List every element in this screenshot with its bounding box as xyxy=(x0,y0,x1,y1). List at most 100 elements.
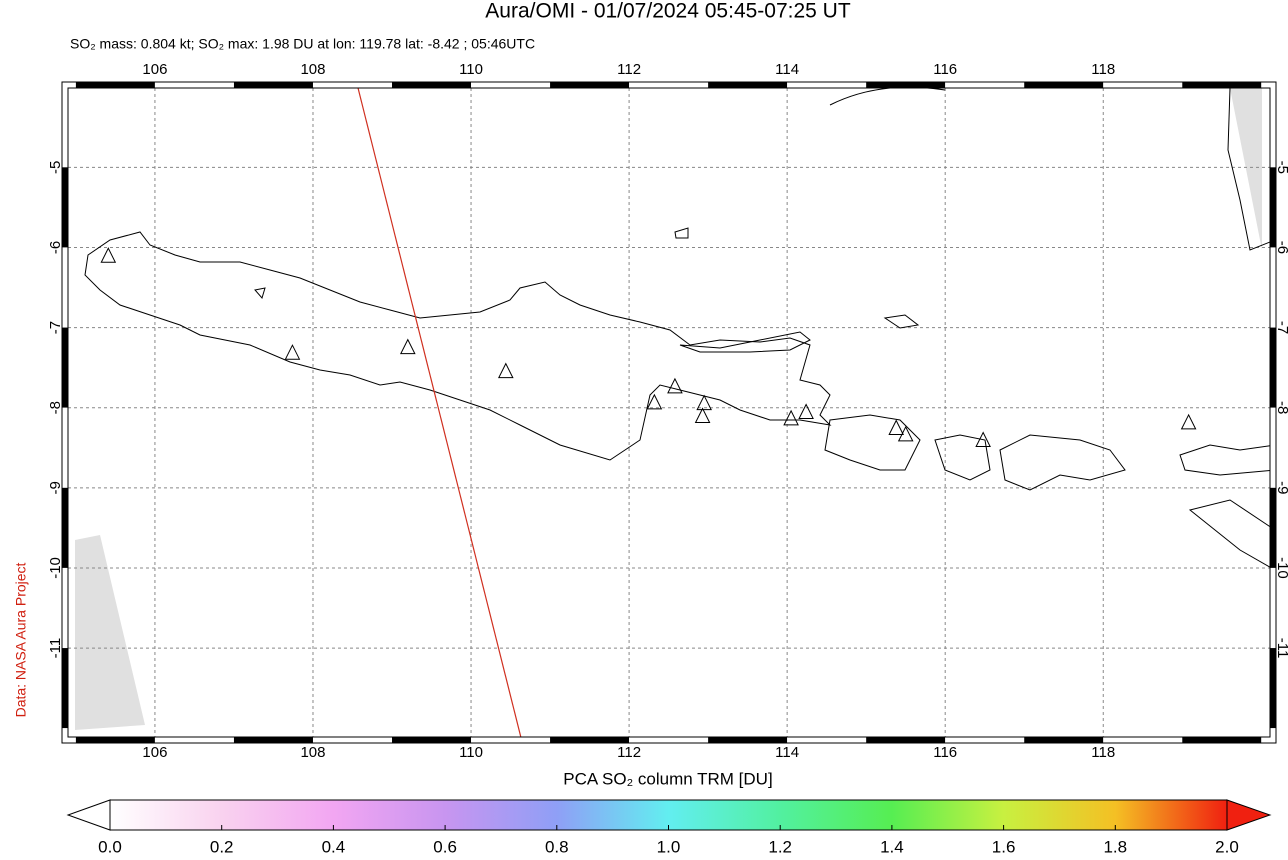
frame-segment xyxy=(629,737,709,743)
frame-segment xyxy=(1270,247,1276,328)
frame-segment xyxy=(1024,737,1104,743)
volcano xyxy=(498,362,514,379)
flores xyxy=(1179,444,1270,476)
x-tick-label: 108 xyxy=(300,61,325,78)
frame-segment xyxy=(62,88,68,168)
frame-segment xyxy=(629,82,709,88)
sumba xyxy=(1188,499,1270,568)
y-tick-label: -7 xyxy=(47,321,64,334)
frame-segment xyxy=(154,737,234,743)
frame-segment xyxy=(787,737,867,743)
frame-segment xyxy=(62,327,68,408)
frame-segment xyxy=(233,82,313,88)
x-tick-label: 110 xyxy=(459,744,483,761)
frame-segment xyxy=(945,737,1025,743)
volcano xyxy=(888,419,905,436)
x-tick-label: 106 xyxy=(142,61,167,78)
y-tick-label: -8 xyxy=(47,401,64,414)
frame-segment xyxy=(75,737,155,743)
frame-border xyxy=(67,87,1271,738)
frame-segment xyxy=(1270,327,1276,408)
frame-segment xyxy=(62,487,68,568)
x-tick-label: 112 xyxy=(617,61,641,78)
y-tick-label: -6 xyxy=(47,241,64,254)
frame-segment xyxy=(866,737,946,743)
x-tick-label: 114 xyxy=(775,744,799,761)
frame-segment xyxy=(550,737,630,743)
volcano xyxy=(100,247,117,263)
colorbar-tick-label: 2.0 xyxy=(1215,837,1239,855)
madura xyxy=(679,331,811,353)
volcano xyxy=(798,403,814,419)
frame-segment xyxy=(471,737,551,743)
credit: Data: NASA Aura Project xyxy=(13,562,29,717)
volcano xyxy=(897,425,914,442)
frame-segment xyxy=(154,82,234,88)
frame-segment xyxy=(945,82,1025,88)
x-tick-label: 116 xyxy=(933,744,957,761)
frame-segment xyxy=(787,82,867,88)
frame-segment xyxy=(62,247,68,328)
map-area xyxy=(68,88,1270,737)
y-tick-label: -10 xyxy=(1274,557,1288,579)
frame-segment xyxy=(62,648,68,729)
frame-segment xyxy=(708,82,788,88)
colorbar-tick-label: 1.2 xyxy=(768,837,792,855)
frame-segment xyxy=(233,737,313,743)
colorbar-under xyxy=(66,799,111,831)
lombok xyxy=(934,434,991,481)
frame-segment xyxy=(75,82,155,88)
frame-segment xyxy=(392,737,472,743)
sulawesi xyxy=(1227,88,1270,251)
y-tick-label: -10 xyxy=(47,557,64,579)
volcano xyxy=(783,409,799,426)
colorbar-tick-label: 1.8 xyxy=(1103,837,1127,855)
frame-segment xyxy=(1270,567,1276,649)
no-data-swath xyxy=(75,535,145,730)
y-tick-label: -5 xyxy=(1274,161,1288,174)
frame-segment xyxy=(312,82,393,88)
island xyxy=(254,227,920,329)
frame-segment xyxy=(1182,82,1262,88)
colorbar-over xyxy=(1226,799,1272,831)
frame-segment xyxy=(1270,728,1276,737)
colorbar-tick-label: 0.8 xyxy=(545,837,569,855)
volcano xyxy=(646,393,663,410)
subtitle: SO₂ mass: 0.804 kt; SO₂ max: 1.98 DU at … xyxy=(70,36,535,52)
colorbar-tick-label: 0.4 xyxy=(322,837,346,855)
frame-segment xyxy=(708,737,788,743)
x-tick-label: 108 xyxy=(300,744,325,761)
colorbar-tick-label: 0.0 xyxy=(98,837,122,855)
frame-segment xyxy=(1270,167,1276,248)
frame-segment xyxy=(1103,82,1183,88)
y-tick-label: -6 xyxy=(1274,241,1288,254)
y-tick-label: -5 xyxy=(47,161,64,174)
frame-segment xyxy=(1270,648,1276,729)
map-bg xyxy=(68,88,1270,737)
x-tick-label: 114 xyxy=(775,61,799,78)
volcano-layer xyxy=(100,247,1197,448)
x-tick-label: 118 xyxy=(1091,61,1115,78)
y-tick-label: -11 xyxy=(47,638,64,659)
volcano xyxy=(284,344,301,360)
x-tick-label: 116 xyxy=(933,61,957,78)
frame-segment xyxy=(866,82,946,88)
volcano xyxy=(1180,413,1197,430)
colorbar-tick-label: 0.2 xyxy=(210,837,234,855)
colorbar-tick-label: 1.6 xyxy=(992,837,1016,855)
volcano xyxy=(694,407,711,424)
frame-segment xyxy=(1182,737,1262,743)
colorbar-tick-label: 1.4 xyxy=(880,837,904,855)
title: Aura/OMI - 01/07/2024 05:45-07:25 UT xyxy=(485,0,851,23)
map-frame xyxy=(61,81,1277,744)
frame-border xyxy=(61,81,1277,744)
frame-segment xyxy=(68,737,76,743)
frame-segment xyxy=(1270,88,1276,168)
volcano xyxy=(975,431,991,448)
volcano xyxy=(667,377,683,394)
colorbar-tick-label: 0.6 xyxy=(433,837,457,855)
frame-segment xyxy=(1261,82,1270,88)
axes: 106 106 108 108 110 110 112 112 114 114 116 116 118 1… xyxy=(47,61,1288,761)
coastlines xyxy=(84,88,1270,568)
